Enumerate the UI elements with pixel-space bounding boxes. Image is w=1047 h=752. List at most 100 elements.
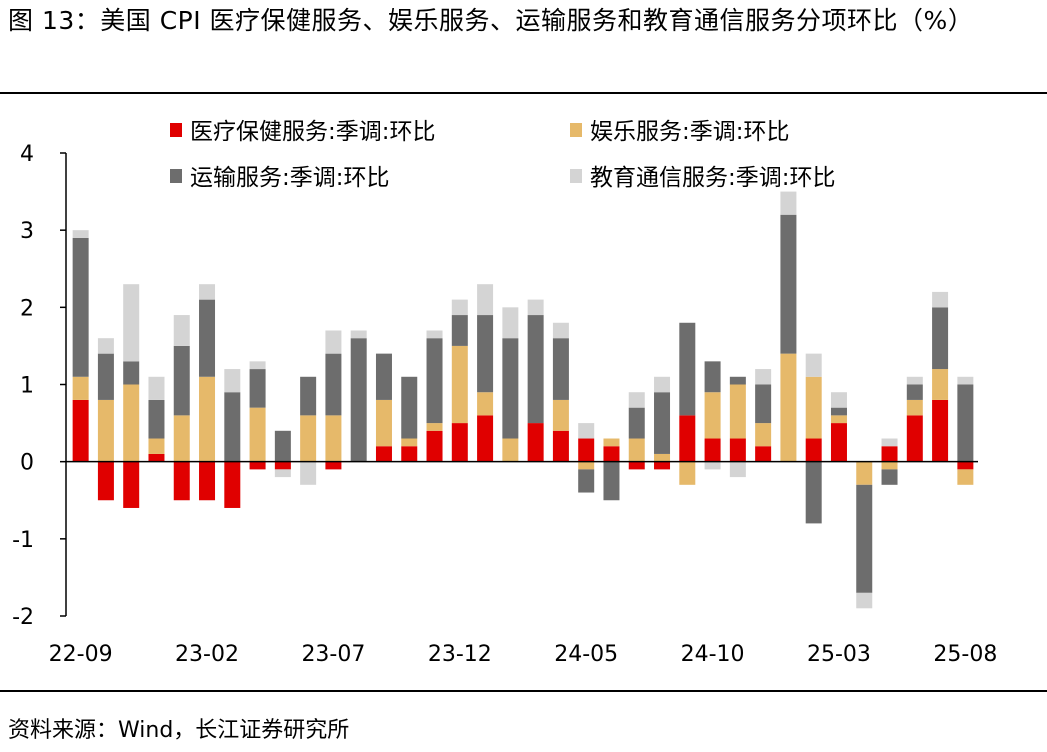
bar-recreation-23-06 — [300, 415, 317, 462]
bar-education-22-09 — [72, 230, 89, 238]
bar-medical-24-06 — [603, 446, 620, 462]
bar-recreation-23-11 — [426, 423, 443, 431]
bar-recreation-25-05 — [881, 461, 898, 470]
bar-recreation-24-08 — [654, 453, 671, 462]
legend-swatch-transport — [170, 169, 182, 183]
bar-education-24-01 — [477, 284, 494, 316]
bar-education-24-11 — [729, 461, 746, 478]
bar-recreation-23-04 — [249, 407, 266, 462]
bar-medical-23-03 — [224, 461, 241, 508]
bar-recreation-24-09 — [679, 461, 696, 485]
bar-transport-25-02 — [805, 461, 822, 524]
bar-transport-25-08 — [957, 384, 974, 462]
bar-recreation-23-10 — [401, 438, 418, 447]
bar-transport-24-05 — [578, 469, 595, 493]
bar-transport-25-04 — [856, 484, 873, 593]
chart-title: 图 13：美国 CPI 医疗保健服务、娱乐服务、运输服务和教育通信服务分项环比（… — [8, 6, 974, 35]
source-note: 资料来源：Wind，长江证券研究所 — [8, 718, 350, 743]
bar-medical-25-06 — [906, 415, 923, 462]
bar-medical-25-07 — [932, 399, 949, 462]
bar-medical-23-02 — [199, 461, 216, 501]
bar-medical-22-11 — [123, 461, 140, 508]
bar-transport-24-02 — [502, 338, 519, 439]
bar-medical-22-12 — [148, 453, 165, 462]
bar-education-25-08 — [957, 376, 974, 385]
bar-transport-25-03 — [830, 407, 847, 416]
bar-medical-23-09 — [375, 446, 392, 462]
bar-recreation-25-06 — [906, 399, 923, 416]
bar-medical-24-10 — [704, 438, 721, 462]
legend-swatch-recreation — [570, 123, 582, 137]
bar-education-24-10 — [704, 461, 721, 470]
bar-education-24-03 — [527, 299, 544, 316]
bar-transport-24-07 — [628, 407, 645, 439]
bar-education-24-02 — [502, 307, 519, 339]
bar-transport-25-01 — [780, 214, 797, 354]
bar-recreation-25-04 — [856, 461, 873, 485]
bar-recreation-24-05 — [578, 461, 595, 470]
x-tick-label: 23-02 — [175, 642, 239, 667]
bar-recreation-22-12 — [148, 438, 165, 454]
source-divider — [0, 690, 1047, 692]
bar-recreation-24-11 — [729, 384, 746, 439]
bar-education-25-04 — [856, 592, 873, 609]
y-tick-label: 3 — [20, 219, 34, 244]
bar-recreation-25-01 — [780, 353, 797, 462]
bar-transport-25-06 — [906, 384, 923, 400]
x-tick-label: 25-08 — [933, 642, 997, 667]
bar-medical-24-04 — [552, 430, 569, 462]
x-tick-label: 22-09 — [49, 642, 113, 667]
bar-medical-24-05 — [578, 438, 595, 462]
bar-education-24-08 — [654, 376, 671, 393]
bar-recreation-22-09 — [72, 376, 89, 400]
bar-transport-24-04 — [552, 338, 569, 400]
bar-medical-23-11 — [426, 430, 443, 462]
bar-medical-22-09 — [72, 399, 89, 462]
bar-medical-23-04 — [249, 461, 266, 470]
bar-transport-22-11 — [123, 361, 140, 385]
bar-transport-25-07 — [932, 307, 949, 370]
bar-transport-24-10 — [704, 361, 721, 393]
y-tick-label: 4 — [20, 142, 34, 167]
bar-medical-23-12 — [451, 423, 468, 462]
bar-education-23-03 — [224, 369, 241, 393]
bar-transport-23-12 — [451, 315, 468, 346]
bar-medical-23-05 — [274, 461, 291, 470]
bar-medical-22-10 — [97, 461, 114, 501]
bar-education-25-05 — [881, 438, 898, 447]
bar-recreation-25-08 — [957, 469, 974, 485]
bar-education-22-11 — [123, 284, 140, 362]
x-tick-label: 23-12 — [428, 642, 492, 667]
x-tick-label: 24-10 — [681, 642, 745, 667]
bar-education-23-08 — [350, 330, 367, 339]
y-tick-label: -1 — [12, 528, 34, 553]
bar-education-23-02 — [199, 284, 216, 300]
bar-education-23-12 — [451, 299, 468, 316]
bar-medical-23-10 — [401, 446, 418, 462]
bar-education-24-04 — [552, 322, 569, 339]
bar-transport-23-01 — [173, 345, 190, 416]
bar-recreation-24-07 — [628, 438, 645, 462]
bar-education-23-11 — [426, 330, 443, 339]
bar-recreation-24-06 — [603, 438, 620, 447]
bar-transport-24-01 — [477, 315, 494, 393]
bar-education-25-06 — [906, 376, 923, 385]
bar-recreation-25-02 — [805, 376, 822, 439]
bar-education-25-03 — [830, 392, 847, 408]
bar-recreation-25-03 — [830, 415, 847, 424]
bar-transport-22-12 — [148, 399, 165, 439]
bar-medical-24-01 — [477, 415, 494, 462]
x-tick-label: 25-03 — [807, 642, 871, 667]
bar-medical-23-07 — [325, 461, 342, 470]
bar-recreation-24-04 — [552, 399, 569, 431]
bar-recreation-25-07 — [932, 369, 949, 400]
bar-recreation-23-07 — [325, 415, 342, 462]
bar-recreation-24-10 — [704, 392, 721, 439]
bar-transport-23-04 — [249, 369, 266, 408]
legend-label-medical: 医疗保健服务:季调:环比 — [190, 119, 436, 145]
title-divider — [0, 92, 1047, 94]
bar-transport-24-09 — [679, 322, 696, 416]
bar-education-24-07 — [628, 392, 645, 408]
bar-medical-25-02 — [805, 438, 822, 462]
